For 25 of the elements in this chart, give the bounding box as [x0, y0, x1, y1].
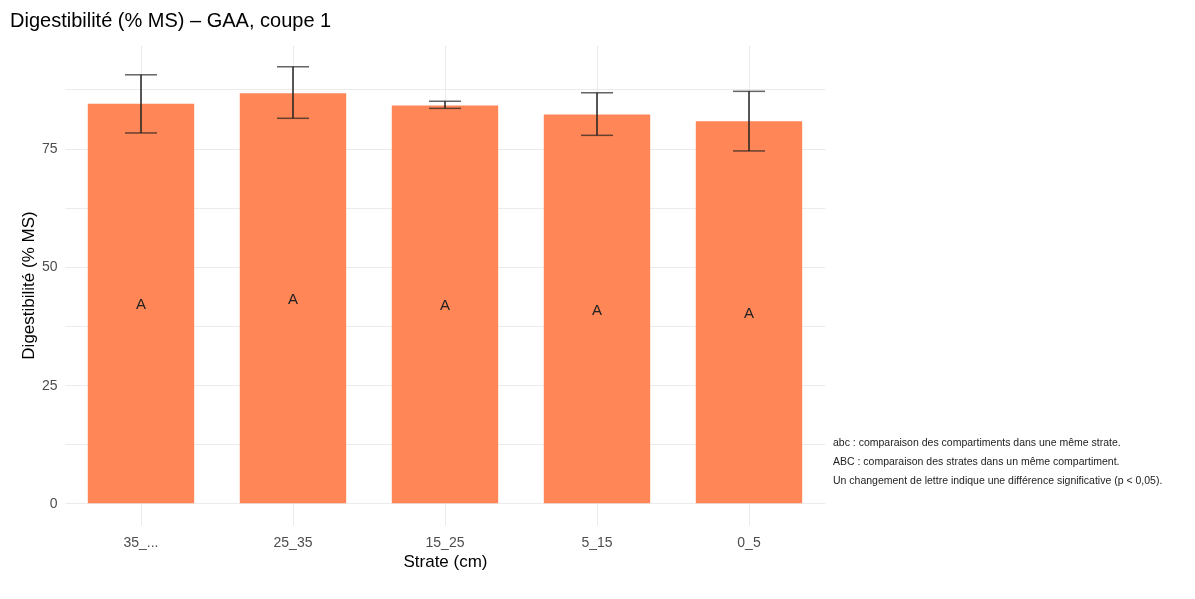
- annotation: A: [287, 290, 299, 308]
- y-axis-title: Digestibilité (% MS): [18, 211, 38, 360]
- text: ABC : comparaison des strates dans un même compartiment.: [833, 455, 1120, 467]
- chart-title: Digestibilité (% MS) – GAA, coupe 1: [10, 9, 332, 31]
- annotation: A: [439, 296, 451, 314]
- y-tick-label: 50: [41, 258, 58, 275]
- x-tick-label: 5_15: [581, 533, 613, 550]
- x-tick-label: 35_...: [123, 533, 159, 550]
- x-axis-title: Strate (cm): [403, 551, 488, 571]
- bar: [239, 93, 347, 504]
- x-tick-label: 15_25: [425, 533, 465, 550]
- x-tick-label: 25_35: [273, 533, 313, 550]
- text: Un changement de lettre indique une différence significative (p < 0,05).: [833, 474, 1163, 486]
- bar: [543, 114, 651, 504]
- annotation: A: [135, 295, 147, 313]
- x-tick-label: 0_5: [737, 533, 761, 550]
- bar: [695, 121, 803, 504]
- annotation: A: [591, 300, 603, 318]
- bar: [87, 103, 195, 504]
- y-tick-label: 25: [41, 376, 58, 393]
- annotation: A: [743, 304, 755, 322]
- bar: [391, 105, 499, 504]
- y-tick-label: 0: [49, 494, 58, 511]
- y-tick-label: 75: [41, 140, 58, 157]
- text: abc : comparaison des compartiments dans une même strate.: [833, 436, 1121, 448]
